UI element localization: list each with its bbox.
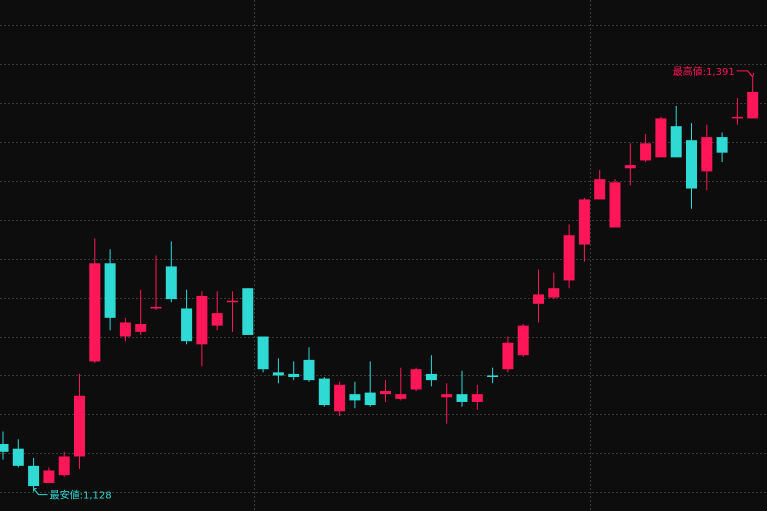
candle-body — [104, 263, 116, 318]
candle-body — [441, 394, 453, 398]
candle-body — [624, 165, 636, 169]
candle-body — [196, 296, 208, 345]
candle-body — [58, 456, 70, 476]
candle-body — [165, 266, 177, 300]
candle-body — [272, 372, 284, 376]
candle-body — [533, 294, 544, 304]
annotation-label: 最高値:1,391 — [673, 65, 735, 78]
candle-body — [150, 306, 162, 309]
candle-body — [609, 182, 621, 228]
candle-body — [181, 308, 193, 342]
annotation-point — [33, 487, 35, 489]
annotation-label: 最安値:1,128 — [50, 489, 112, 502]
candle-body — [425, 373, 437, 381]
candle-body — [716, 137, 728, 153]
annotation-arrow — [33, 488, 48, 496]
annotation-arrow — [736, 70, 755, 78]
candle-body — [747, 91, 759, 119]
candle-body — [28, 465, 40, 487]
candle-body — [43, 470, 55, 483]
candle-body — [242, 288, 254, 335]
candle-body — [318, 378, 330, 406]
candle-body — [563, 235, 575, 281]
candle-body — [303, 359, 315, 381]
candle-body — [410, 369, 422, 390]
candle-body — [89, 263, 101, 362]
candle-body — [0, 444, 9, 452]
candle-body — [578, 199, 590, 245]
candle-body — [487, 375, 499, 378]
candle-body — [334, 384, 346, 412]
candle-body — [119, 322, 131, 337]
candle-body — [349, 394, 361, 401]
candle-body — [655, 118, 667, 158]
candle-body — [548, 288, 560, 298]
candle-body — [364, 392, 376, 406]
candle-body — [211, 313, 223, 326]
candle-body — [227, 300, 238, 303]
candle-body — [594, 179, 606, 200]
candle-body — [380, 391, 391, 395]
annotation-point — [752, 77, 754, 79]
candle-body — [670, 126, 682, 158]
candle-body — [74, 395, 85, 457]
candle-body — [640, 143, 652, 161]
candle-body — [686, 140, 697, 189]
candle-body — [12, 448, 24, 466]
candle-body — [502, 342, 514, 370]
candle-body — [257, 336, 269, 370]
candle-body — [471, 394, 483, 402]
candle-body — [135, 324, 147, 332]
candle-body — [456, 394, 468, 402]
candle-body — [517, 325, 529, 356]
candle-body — [701, 137, 713, 172]
candle-body — [731, 116, 743, 119]
candle-body — [288, 373, 300, 378]
candle-body — [395, 394, 407, 399]
